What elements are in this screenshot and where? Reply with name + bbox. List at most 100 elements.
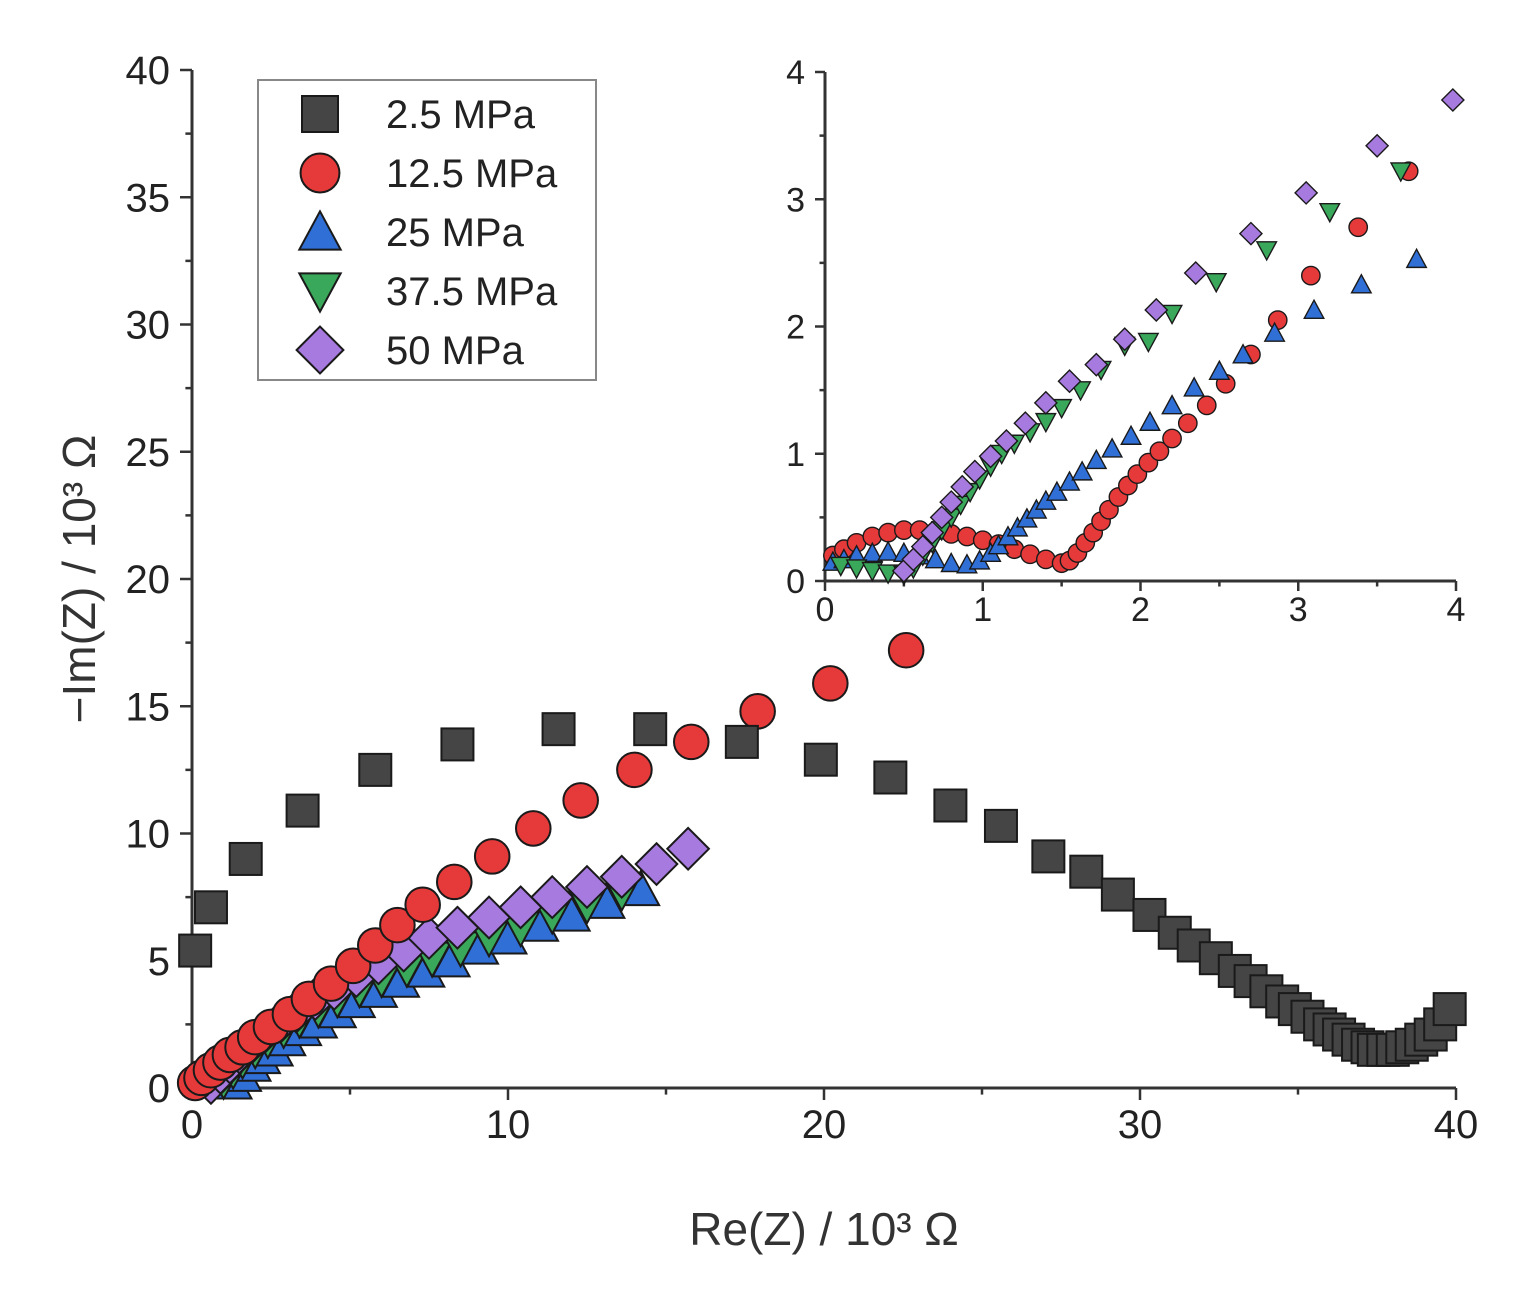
inset-data-point [1058, 470, 1081, 491]
data-point [634, 841, 679, 887]
x-tick-label: 30 [1118, 1103, 1163, 1147]
inset-chart: 0 1 2 3 4 0 1 2 3 4 [786, 54, 1465, 629]
y-tick-label: 30 [126, 304, 171, 348]
inset-data-point [1263, 321, 1286, 342]
inset-data-point [1034, 412, 1057, 434]
inset-series-diamond [891, 87, 1465, 583]
legend-label: 37.5 MPa [386, 270, 558, 314]
inset-data-point [845, 559, 868, 580]
inset-data-point [1303, 298, 1325, 319]
legend-label: 25 MPa [386, 211, 525, 255]
legend-item: 2.5 MPa [301, 93, 536, 137]
data-point [404, 886, 441, 924]
inset-data-point [1440, 87, 1465, 113]
data-point [633, 712, 668, 747]
legend-label: 50 MPa [386, 329, 525, 373]
inset-data-point [1139, 410, 1161, 431]
legend-marker [299, 152, 341, 194]
legend-item: 25 MPa [297, 209, 525, 255]
data-point [473, 838, 511, 875]
inset-data-point [920, 520, 945, 545]
inset-data-point [1120, 424, 1142, 445]
legend-item: 12.5 MPa [299, 152, 558, 196]
data-point [739, 693, 776, 730]
inset-x-tick-label: 0 [816, 591, 835, 629]
inset-x-tick-label: 3 [1289, 591, 1308, 629]
y-tick-label: 20 [126, 558, 171, 602]
inset-data-point [1208, 359, 1231, 381]
legend-label: 12.5 MPa [386, 152, 558, 196]
inset-data-point [1050, 398, 1073, 420]
inset-series-circle [823, 161, 1419, 574]
inset-data-point [1238, 221, 1263, 246]
inset-data-point [1177, 413, 1198, 434]
inset-y-tick-label: 0 [786, 563, 805, 601]
inset-data-point [877, 540, 900, 561]
data-point [599, 854, 644, 899]
inset-data-point [929, 505, 954, 530]
data-point [379, 906, 416, 944]
data-point [665, 826, 711, 871]
data-point [616, 751, 653, 789]
data-point [193, 890, 228, 925]
inset-data-point [1318, 202, 1341, 224]
inset-data-point [1045, 480, 1068, 501]
data-point [1031, 839, 1066, 874]
inset-data-point [1084, 352, 1109, 377]
data-point [933, 788, 968, 823]
inset-data-point [861, 541, 884, 563]
legend-marker [301, 95, 339, 133]
inset-data-point [1112, 327, 1137, 352]
inset-data-point [1350, 273, 1373, 294]
y-axis-label: −Im(Z) / 10³ Ω [53, 435, 105, 724]
data-point [515, 810, 552, 847]
inset-data-point [924, 548, 947, 569]
inset-data-point [1300, 265, 1321, 286]
data-point [1069, 854, 1104, 889]
inset-data-point [1137, 332, 1160, 354]
data-point [562, 782, 599, 819]
data-point [436, 863, 473, 901]
data-point [178, 933, 213, 968]
inset-data-point [940, 551, 963, 573]
inset-y-tick-label: 3 [786, 181, 805, 219]
y-tick-label: 25 [126, 431, 171, 475]
inset-x-tick-label: 2 [1131, 591, 1150, 629]
data-point [285, 793, 320, 828]
inset-data-point [1161, 394, 1183, 415]
y-tick-label: 40 [126, 49, 171, 93]
inset-y-tick-label: 2 [786, 309, 805, 347]
data-point [1432, 992, 1467, 1027]
inset-data-point [1149, 441, 1170, 462]
inset-data-point [1101, 437, 1124, 458]
inset-data-point [1255, 241, 1278, 262]
data-point [530, 874, 575, 920]
inset-x-tick-label: 4 [1447, 591, 1466, 629]
inset-data-point [1144, 297, 1169, 322]
data-point [440, 727, 475, 762]
inset-data-point [1405, 247, 1428, 269]
legend-item: 37.5 MPa [297, 270, 558, 314]
inset-data-point [1013, 411, 1038, 436]
inset-data-point [1183, 261, 1208, 286]
series-12-5-mpa [176, 631, 925, 1102]
inset-data-point [939, 490, 964, 515]
y-tick-label: 0 [148, 1067, 170, 1111]
data-point [228, 841, 263, 876]
inset-data-point [1162, 428, 1182, 449]
inset-data-point [1205, 272, 1228, 294]
data-point [887, 631, 925, 669]
legend: 2.5 MPa 12.5 MPa 25 MPa 37.5 MPa 50 MPa [257, 79, 597, 381]
inset-data-point [877, 564, 900, 585]
inset-data-point [861, 561, 884, 583]
data-point [564, 864, 610, 910]
inset-data-point [1057, 369, 1082, 394]
inset-data-point [1033, 390, 1058, 415]
x-axis-label: Re(Z) / 10³ Ω [689, 1203, 959, 1255]
x-tick-label: 10 [486, 1103, 531, 1147]
inset-data-point [1348, 217, 1369, 238]
inset-data-point [950, 474, 975, 499]
legend-marker [297, 272, 343, 314]
inset-y-tick-label: 1 [786, 436, 805, 474]
